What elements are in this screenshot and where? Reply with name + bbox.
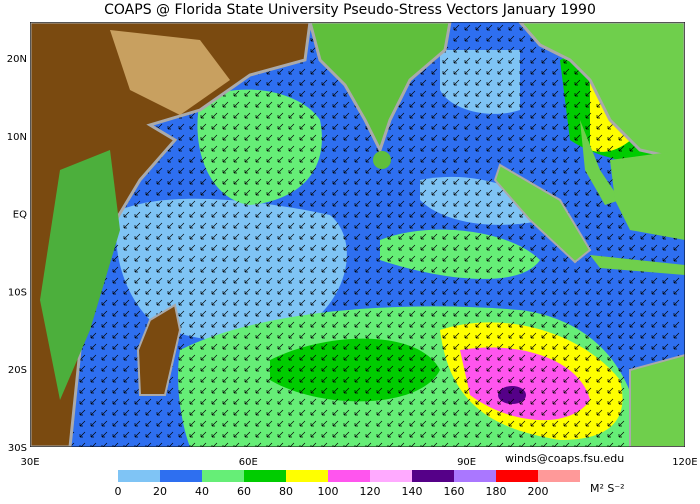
land bbox=[40, 150, 120, 400]
lat-label: EQ bbox=[13, 210, 27, 221]
land bbox=[373, 151, 391, 169]
land bbox=[610, 150, 685, 240]
colorbar-label: 80 bbox=[279, 485, 293, 498]
colorbar-label: 20 bbox=[153, 485, 167, 498]
lon-label: 90E bbox=[457, 457, 476, 468]
lon-label: 30E bbox=[20, 457, 39, 468]
colorbar-swatch bbox=[328, 470, 370, 482]
lat-label: 20S bbox=[8, 365, 27, 376]
lat-label: 30S bbox=[8, 443, 27, 454]
credit: winds@coaps.fsu.edu bbox=[505, 452, 624, 465]
colorbar-swatch bbox=[454, 470, 496, 482]
colorbar-label: 140 bbox=[402, 485, 423, 498]
colorbar-swatch bbox=[286, 470, 328, 482]
land bbox=[590, 255, 685, 275]
colorbar-swatch bbox=[118, 470, 160, 482]
land bbox=[30, 22, 312, 447]
colorbar-swatch bbox=[160, 470, 202, 482]
land bbox=[629, 353, 685, 447]
title: COAPS @ Florida State University Pseudo-… bbox=[104, 2, 596, 18]
units: M² S⁻² bbox=[590, 482, 625, 495]
colorbar-swatch bbox=[496, 470, 538, 482]
colorbar-label: 200 bbox=[528, 485, 549, 498]
colorbar-label: 180 bbox=[486, 485, 507, 498]
land bbox=[518, 22, 685, 162]
lon-label: 60E bbox=[239, 457, 258, 468]
land bbox=[308, 22, 452, 154]
land bbox=[136, 303, 182, 396]
colorbar-swatch bbox=[244, 470, 286, 482]
colorbar-swatch bbox=[202, 470, 244, 482]
colorbar-label: 100 bbox=[318, 485, 339, 498]
colorbar-label: 120 bbox=[360, 485, 381, 498]
map bbox=[30, 22, 685, 447]
land bbox=[493, 163, 592, 264]
lat-label: 20N bbox=[7, 54, 27, 65]
colorbar-label: 60 bbox=[237, 485, 251, 498]
lon-label: 120E bbox=[672, 457, 697, 468]
colorbar-label: 40 bbox=[195, 485, 209, 498]
colorbar-label: 0 bbox=[115, 485, 122, 498]
lat-label: 10N bbox=[7, 132, 27, 143]
colorbar-swatch bbox=[538, 470, 580, 482]
colorbar-swatch bbox=[412, 470, 454, 482]
colorbar-label: 160 bbox=[444, 485, 465, 498]
land bbox=[110, 30, 230, 115]
lat-label: 10S bbox=[8, 287, 27, 298]
colorbar-swatch bbox=[370, 470, 412, 482]
